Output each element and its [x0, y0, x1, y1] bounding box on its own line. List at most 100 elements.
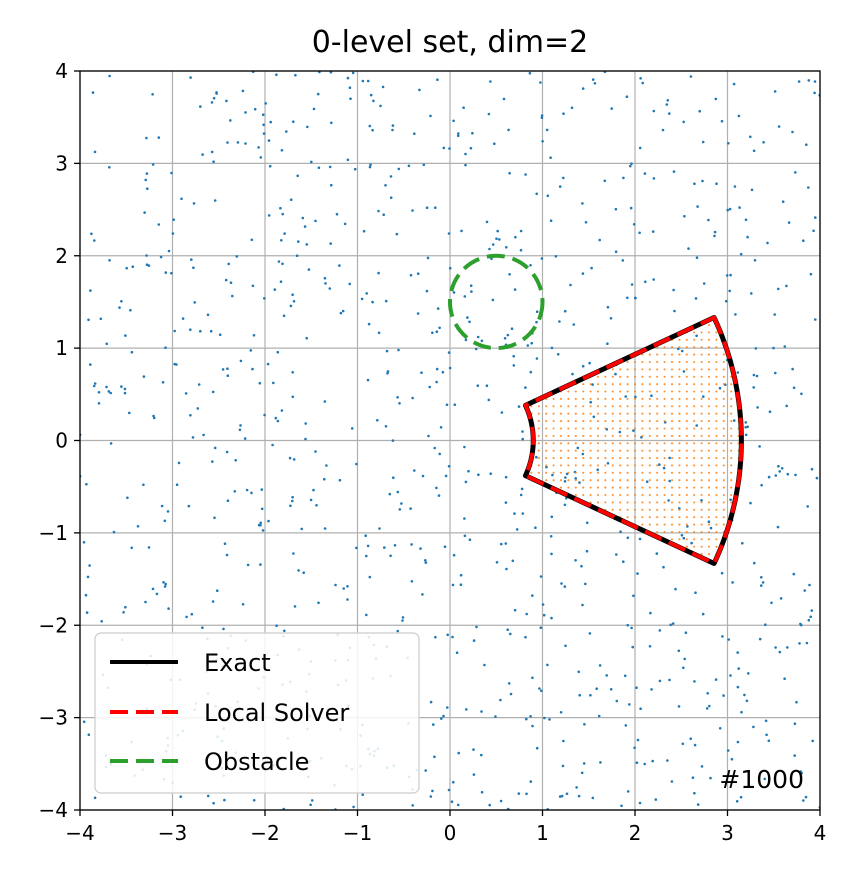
- x-tick-label-4: 0: [444, 821, 457, 845]
- fill-point: [722, 434, 725, 437]
- fill-point: [633, 383, 637, 386]
- sample-point: [118, 306, 121, 309]
- sample-point: [225, 99, 228, 103]
- sample-point: [397, 348, 400, 352]
- fill-point: [715, 493, 718, 497]
- fill-point: [574, 434, 577, 437]
- sample-point: [383, 546, 386, 549]
- fill-point: [730, 457, 733, 460]
- sample-point: [502, 97, 506, 101]
- fill-point: [693, 353, 696, 356]
- sample-point: [289, 504, 292, 508]
- fill-point: [722, 405, 725, 408]
- sample-point: [563, 585, 567, 588]
- sample-point: [85, 611, 89, 614]
- sample-point: [729, 273, 732, 277]
- fill-point: [611, 449, 614, 452]
- fill-point: [626, 375, 629, 378]
- fill-point: [596, 375, 600, 378]
- fill-point: [619, 375, 622, 378]
- sample-point: [241, 89, 245, 93]
- fill-point: [663, 501, 666, 504]
- sample-point: [477, 473, 480, 477]
- fill-point: [656, 420, 659, 423]
- sample-point: [456, 803, 460, 807]
- fill-point: [730, 479, 733, 482]
- sample-point: [805, 143, 808, 146]
- fill-point: [693, 493, 696, 497]
- sample-point: [632, 594, 635, 598]
- fill-point: [626, 360, 629, 364]
- sample-point: [144, 178, 147, 182]
- fill-point: [656, 375, 659, 378]
- fill-point: [626, 383, 629, 386]
- fill-point: [685, 405, 688, 408]
- x-tick-label-3: −1: [343, 821, 372, 845]
- fill-point: [700, 479, 703, 482]
- sample-point: [763, 777, 766, 781]
- sample-point: [772, 346, 775, 350]
- sample-point: [468, 538, 472, 541]
- fill-point: [722, 486, 725, 489]
- fill-point: [722, 471, 725, 474]
- sample-point: [744, 421, 748, 424]
- sample-point: [377, 331, 381, 335]
- sample-point: [623, 674, 627, 678]
- fill-point: [663, 420, 666, 423]
- sample-point: [581, 202, 584, 205]
- sample-point: [696, 205, 699, 208]
- fill-point: [641, 360, 644, 364]
- sample-point: [626, 790, 630, 793]
- fill-point: [582, 449, 585, 452]
- fill-point: [685, 457, 688, 460]
- fill-point: [648, 434, 651, 437]
- sample-point: [535, 455, 538, 459]
- sample-point: [696, 803, 700, 806]
- sample-point: [540, 257, 544, 260]
- sample-point: [619, 530, 622, 533]
- sample-point: [574, 559, 577, 562]
- fill-point: [685, 479, 688, 482]
- sample-point: [508, 171, 511, 175]
- sample-point: [758, 445, 761, 448]
- fill-point: [648, 479, 651, 482]
- fill-point: [693, 479, 696, 482]
- sample-point: [396, 490, 400, 494]
- fill-point: [693, 397, 696, 400]
- fill-point: [582, 486, 585, 489]
- sample-point: [725, 274, 729, 277]
- sample-point: [440, 717, 443, 720]
- fill-point: [722, 508, 725, 511]
- fill-point: [545, 420, 548, 423]
- sample-point: [652, 177, 656, 180]
- fill-point: [582, 479, 585, 482]
- fill-point: [663, 360, 666, 364]
- fill-point: [707, 397, 711, 400]
- sample-point: [787, 221, 791, 224]
- fill-point: [559, 397, 563, 400]
- fill-point: [604, 442, 607, 445]
- fill-point: [619, 412, 622, 415]
- fill-point: [715, 479, 718, 482]
- fill-point: [663, 397, 666, 400]
- sample-point: [630, 162, 633, 165]
- sample-point: [346, 158, 350, 162]
- fill-point: [722, 353, 725, 356]
- fill-point: [582, 405, 585, 408]
- sample-point: [145, 254, 148, 257]
- sample-point: [87, 318, 90, 322]
- fill-point: [715, 434, 718, 437]
- sample-point: [643, 762, 646, 766]
- fill-point: [685, 420, 688, 423]
- fill-point: [693, 508, 696, 511]
- fill-point: [626, 368, 629, 371]
- sample-point: [161, 381, 165, 384]
- sample-point: [510, 327, 514, 331]
- fill-point: [730, 412, 733, 415]
- sample-point: [582, 762, 586, 765]
- sample-point: [291, 495, 294, 499]
- fill-point: [648, 390, 651, 393]
- sample-point: [192, 202, 196, 205]
- fill-point: [685, 383, 688, 386]
- fill-point: [559, 449, 563, 452]
